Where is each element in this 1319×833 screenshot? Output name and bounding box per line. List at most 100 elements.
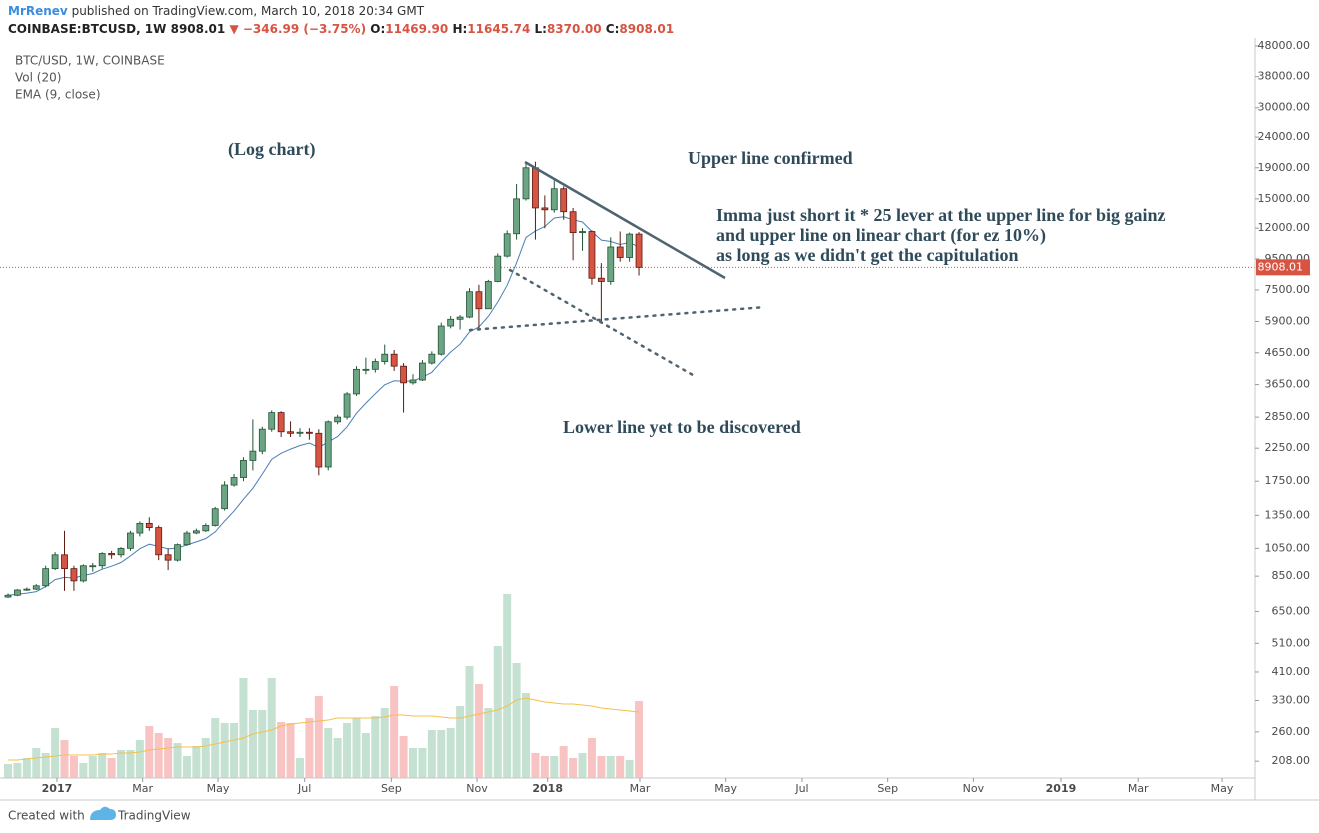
volume-bar	[173, 743, 182, 778]
volume-bar	[625, 760, 634, 778]
candle-body	[127, 532, 134, 549]
candle-body	[579, 231, 586, 234]
candle-body	[456, 316, 464, 320]
y-tick-label: 15000.00	[1258, 192, 1311, 205]
candle-body	[240, 460, 247, 478]
y-tick-label: 850.00	[1272, 569, 1311, 582]
candle-body	[249, 450, 257, 461]
candle-body	[305, 431, 313, 434]
volume-bar	[135, 740, 144, 778]
candle-body	[211, 508, 219, 526]
volume-bar	[531, 753, 540, 778]
c-label: C:	[606, 22, 620, 36]
x-tick-label: Sep	[877, 782, 898, 795]
candle-body	[98, 553, 106, 567]
candle-body	[32, 585, 40, 590]
y-tick-label: 19000.00	[1258, 161, 1311, 174]
x-tick-label: Mar	[1128, 782, 1149, 795]
volume-bar	[267, 678, 276, 778]
candle-body	[258, 428, 266, 452]
candle-body	[597, 277, 605, 282]
candle-body	[541, 207, 549, 211]
price-label-box	[1256, 259, 1310, 276]
author: MrRenev	[8, 4, 68, 18]
volume-bar	[41, 753, 50, 778]
volume-bar	[258, 710, 267, 778]
x-tick-label: 2017	[42, 782, 73, 795]
candle-body	[89, 565, 97, 568]
volume-bar	[333, 738, 342, 778]
x-tick-label: Jul	[794, 782, 808, 795]
x-tick-label: May	[714, 782, 737, 795]
y-tick-label: 38000.00	[1258, 70, 1311, 83]
y-tick-label: 1050.00	[1265, 541, 1311, 554]
volume-bar	[493, 646, 502, 778]
candle-body	[428, 353, 436, 364]
plot-area	[0, 161, 1255, 778]
candle-body	[390, 353, 398, 367]
volume-bar	[277, 722, 286, 778]
volume-bar	[352, 718, 361, 778]
volume-bar	[51, 728, 60, 778]
y-tick-label: 410.00	[1272, 665, 1311, 678]
candle-body	[42, 568, 50, 587]
candle-body	[635, 233, 643, 268]
x-tick-label: May	[1211, 782, 1234, 795]
candle-body	[616, 246, 624, 258]
annotation: Imma just short it * 25 lever at the upp…	[716, 205, 1165, 225]
legend-entry: BTC/USD, 1W, COINBASE	[15, 54, 165, 68]
y-tick-label: 510.00	[1272, 636, 1311, 649]
footer-brand[interactable]: TradingView	[117, 809, 191, 823]
volume-bar	[182, 756, 191, 778]
y-tick-label: 330.00	[1272, 694, 1311, 707]
volume-bar	[456, 706, 465, 778]
volume-bar	[32, 748, 41, 778]
y-tick-label: 208.00	[1272, 754, 1311, 767]
volume-bar	[107, 758, 116, 778]
o-value: 11469.90	[385, 22, 448, 36]
l-value: 8370.00	[547, 22, 602, 36]
x-tick-label: 2018	[532, 782, 563, 795]
volume-bar	[371, 716, 380, 778]
candle-body	[400, 365, 407, 384]
y-tick-label: 7500.00	[1265, 283, 1311, 296]
annotation: (Log chart)	[228, 139, 315, 160]
volume-bar	[305, 718, 314, 778]
h-value: 11645.74	[467, 22, 530, 36]
volume-bar	[248, 710, 257, 778]
volume-bar	[380, 708, 389, 778]
volume-bar	[239, 678, 248, 778]
volume-bar	[314, 696, 323, 778]
published: published on TradingView.com, March 10, …	[72, 4, 425, 18]
candle-body	[484, 281, 492, 310]
candle-body	[14, 589, 21, 596]
volume-bar	[164, 738, 173, 778]
candle-body	[381, 353, 389, 362]
volume-bar	[201, 738, 210, 778]
candle-body	[447, 318, 455, 327]
volume-bar	[408, 748, 417, 778]
x-tick-label: Nov	[466, 782, 488, 795]
candle-body	[532, 167, 539, 209]
volume-bar	[192, 746, 201, 778]
y-tick-label: 1750.00	[1265, 474, 1311, 487]
volume-bar	[126, 750, 135, 778]
candle-body	[296, 431, 304, 434]
last: 8908.01	[171, 22, 226, 36]
candle-body	[155, 527, 163, 556]
legend-entry: EMA (9, close)	[15, 88, 101, 102]
volume-bar	[230, 723, 239, 778]
annotation: Upper line confirmed	[688, 148, 853, 168]
y-tick-label: 48000.00	[1258, 39, 1311, 52]
volume-bar	[211, 718, 220, 778]
l-label: L:	[535, 22, 547, 36]
c-value: 8908.01	[619, 22, 674, 36]
change: −346.99 (−3.75%)	[243, 22, 366, 36]
y-tick-label: 24000.00	[1258, 130, 1311, 143]
candle-body	[494, 255, 502, 282]
ema-line	[7, 216, 640, 596]
candle-body	[202, 525, 210, 532]
candle-body	[588, 231, 596, 279]
candle-body	[287, 431, 294, 434]
